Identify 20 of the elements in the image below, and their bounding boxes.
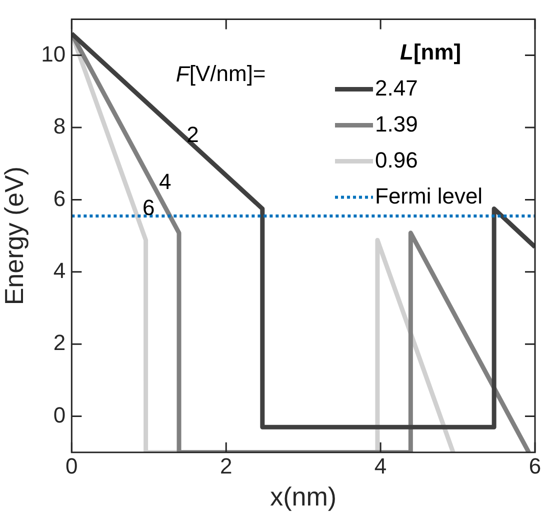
annotation: 6 bbox=[142, 195, 155, 220]
x-tick-label: 6 bbox=[528, 454, 542, 479]
legend-label: 1.39 bbox=[375, 111, 418, 136]
y-tick-label: 10 bbox=[41, 41, 66, 66]
y-tick-label: 8 bbox=[53, 114, 66, 139]
y-tick-label: 0 bbox=[53, 402, 66, 428]
annotation: 2 bbox=[186, 122, 199, 147]
y-tick-label: 6 bbox=[53, 186, 66, 211]
x-tick-label: 4 bbox=[374, 454, 387, 479]
annotation: 4 bbox=[158, 169, 172, 194]
legend-label: Fermi level bbox=[375, 183, 483, 208]
annotation: F[V/nm]= bbox=[176, 61, 266, 86]
legend-title: L[nm] bbox=[400, 39, 462, 64]
x-axis-title: x(nm) bbox=[270, 482, 337, 512]
legend-label: 2.47 bbox=[375, 75, 418, 100]
y-tick-label: 4 bbox=[53, 258, 66, 283]
y-axis-title: Energy (eV) bbox=[0, 166, 29, 306]
legend-label: 0.96 bbox=[375, 147, 418, 172]
x-tick-label: 2 bbox=[220, 454, 232, 479]
y-tick-label: 2 bbox=[53, 330, 66, 356]
